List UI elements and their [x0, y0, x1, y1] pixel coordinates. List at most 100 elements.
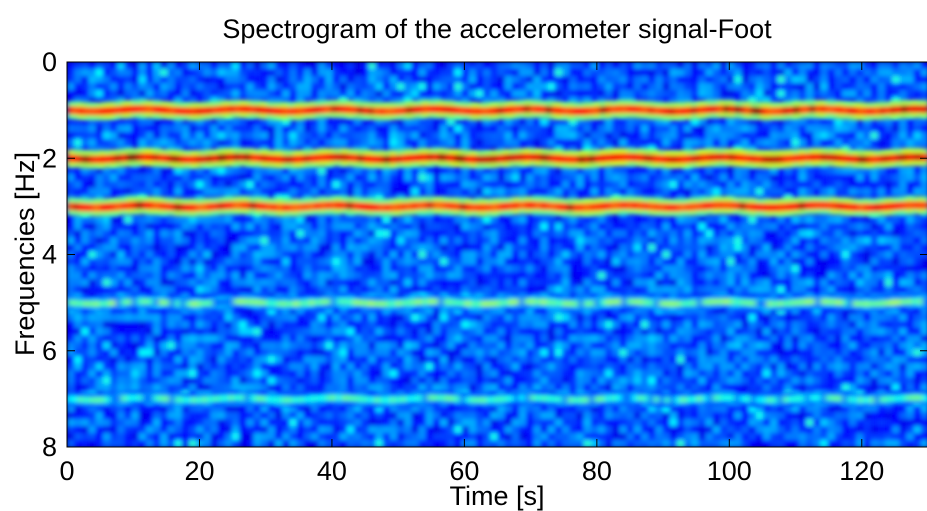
heatmap-cell	[562, 286, 570, 294]
heatmap-cell	[605, 244, 613, 252]
heatmap-cell	[468, 62, 477, 70]
heatmap-cell	[669, 244, 678, 252]
heatmap-cell	[138, 342, 147, 350]
heatmap-cell	[397, 328, 405, 336]
heatmap-cell	[662, 223, 671, 231]
heatmap-cell	[619, 230, 628, 238]
heatmap-cell	[397, 237, 405, 245]
heatmap-cell	[468, 174, 477, 182]
heatmap-cell	[569, 132, 578, 140]
heatmap-cell	[526, 139, 534, 147]
heatmap-cell	[597, 69, 606, 77]
heatmap-cell	[375, 216, 384, 224]
heatmap-cell	[468, 188, 477, 196]
heatmap-cell	[188, 279, 197, 287]
heatmap-cell	[712, 237, 721, 245]
heatmap-cell	[590, 335, 599, 343]
heatmap-cell	[483, 76, 491, 84]
heatmap-cell	[88, 279, 97, 287]
heatmap-cell	[712, 244, 721, 252]
heatmap-cell	[210, 237, 219, 245]
heatmap-cell	[181, 132, 190, 140]
heatmap-cell	[253, 216, 262, 224]
heatmap-cell	[633, 69, 642, 77]
heatmap-cell	[296, 265, 305, 273]
heatmap-cell	[88, 181, 97, 189]
heatmap-cell	[605, 272, 613, 280]
heatmap-cell	[411, 258, 420, 266]
heatmap-cell	[368, 181, 377, 189]
heatmap-cell	[332, 440, 341, 447]
heatmap-cell	[655, 118, 664, 126]
heatmap-cell	[619, 244, 628, 252]
heatmap-cell	[533, 440, 542, 447]
heatmap-cell	[626, 384, 635, 392]
heatmap-cell	[339, 265, 348, 273]
heatmap-cell	[411, 118, 420, 126]
heatmap-cell	[519, 279, 527, 287]
heatmap-cell	[289, 83, 298, 91]
heatmap-cell	[282, 125, 291, 133]
heatmap-cell	[712, 139, 721, 147]
heatmap-cell	[88, 321, 97, 329]
heatmap-cell	[698, 188, 707, 196]
heatmap-cell	[389, 356, 398, 364]
heatmap-cell	[389, 174, 398, 182]
heatmap-cell	[275, 265, 283, 273]
heatmap-cell	[368, 405, 377, 413]
heatmap-cell	[475, 251, 484, 259]
heatmap-cell	[375, 412, 384, 420]
heatmap-cell	[145, 265, 154, 273]
heatmap-cell	[81, 216, 90, 224]
heatmap-cell	[397, 349, 405, 357]
heatmap-cell	[454, 377, 463, 385]
heatmap-cell	[282, 69, 291, 77]
heatmap-cell	[368, 286, 377, 294]
heatmap-cell	[346, 223, 355, 231]
heatmap-cell	[275, 321, 283, 329]
heatmap-cell	[562, 335, 570, 343]
heatmap-cell	[181, 181, 190, 189]
heatmap-cell	[332, 307, 341, 315]
heatmap-cell	[275, 69, 283, 77]
heatmap-cell	[389, 412, 398, 420]
heatmap-cell	[67, 90, 75, 98]
heatmap-cell	[583, 335, 592, 343]
heatmap-cell	[461, 69, 470, 77]
heatmap-cell	[619, 377, 628, 385]
heatmap-cell	[110, 118, 118, 126]
heatmap-cell	[397, 342, 405, 350]
heatmap-cell	[382, 426, 391, 434]
heatmap-cell	[662, 307, 671, 315]
heatmap-cell	[475, 405, 484, 413]
heatmap-cell	[124, 377, 133, 385]
heatmap-cell	[224, 132, 233, 140]
heatmap-cell	[361, 83, 369, 91]
heatmap-cell	[368, 230, 377, 238]
heatmap-cell	[117, 419, 125, 427]
heatmap-cell	[117, 230, 125, 238]
heatmap-cell	[461, 405, 470, 413]
heatmap-cell	[547, 349, 556, 357]
heatmap-cell	[131, 321, 140, 329]
heatmap-cell	[447, 272, 456, 280]
heatmap-cell	[246, 62, 255, 70]
heatmap-cell	[375, 83, 384, 91]
heatmap-cell	[698, 279, 707, 287]
heatmap-cell	[361, 174, 369, 182]
heatmap-cell	[131, 335, 140, 343]
heatmap-cell	[483, 433, 491, 441]
heatmap-cell	[655, 76, 664, 84]
heatmap-cell	[626, 370, 635, 378]
heatmap-cell	[282, 90, 291, 98]
heatmap-cell	[576, 405, 585, 413]
heatmap-cell	[361, 440, 369, 447]
heatmap-cell	[526, 237, 534, 245]
heatmap-cell	[468, 139, 477, 147]
heatmap-cell	[490, 328, 499, 336]
heatmap-cell	[576, 342, 585, 350]
heatmap-cell	[418, 237, 427, 245]
heatmap-cell	[117, 377, 125, 385]
heatmap-cell	[411, 216, 420, 224]
heatmap-cell	[562, 328, 570, 336]
